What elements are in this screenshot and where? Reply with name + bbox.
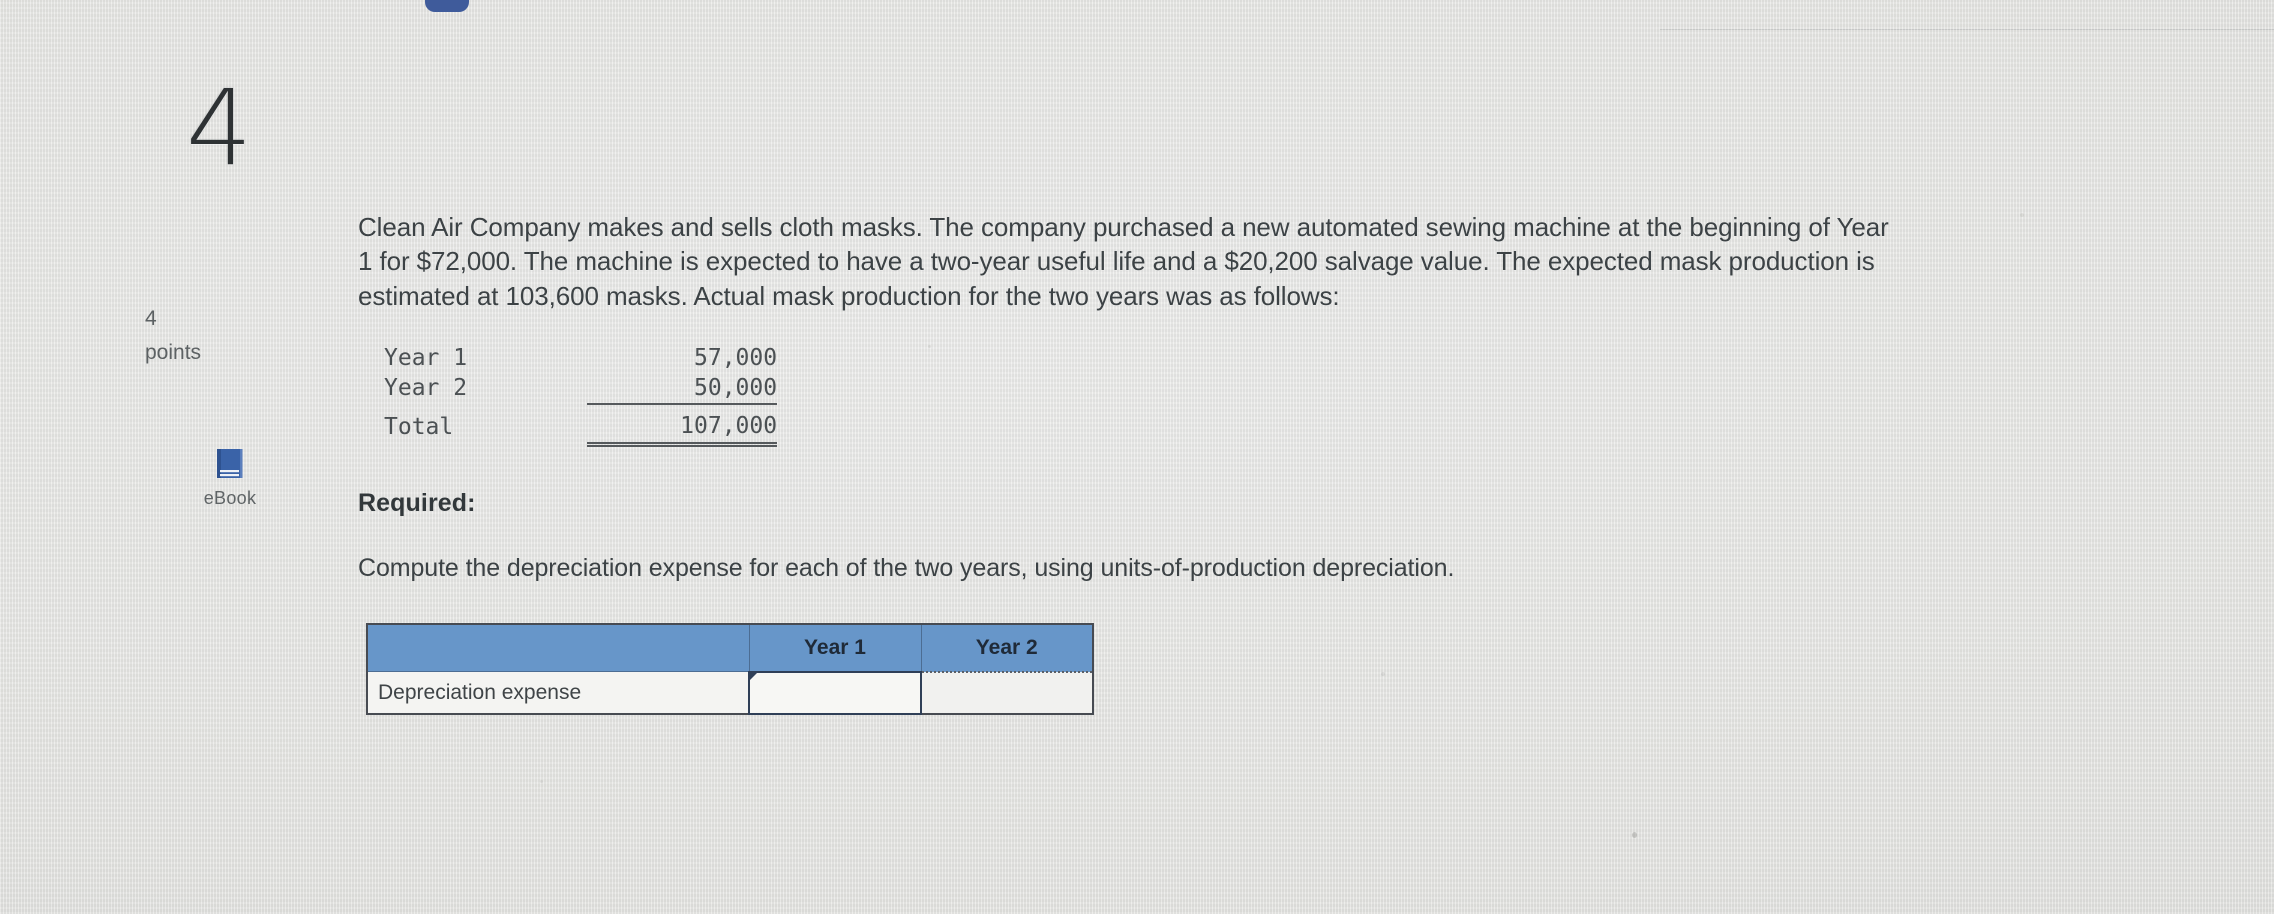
question-prompt: Clean Air Company makes and sells cloth … (358, 212, 1889, 311)
required-heading: Required: (358, 488, 476, 517)
production-total-value: 107,000 (587, 403, 778, 447)
production-row-label: Year 2 (384, 375, 468, 402)
dust-speck (1632, 832, 1637, 838)
table-row: Year 2 50,000 (384, 372, 778, 405)
book-icon (217, 449, 243, 478)
table-row-total: Total 107,000 (384, 403, 778, 447)
answer-grid-header-year2: Year 2 (920, 623, 1094, 673)
production-table: Year 1 57,000 Year 2 50,000 Total 107,00… (384, 343, 778, 447)
answer-grid-header-row: Year 1 Year 2 (366, 623, 1094, 673)
question-number-box: 4 (148, 34, 310, 240)
dust-speck (540, 780, 543, 783)
dust-speck (1381, 672, 1385, 676)
dust-speck (2020, 213, 2024, 217)
answer-grid-header-blank (366, 623, 750, 673)
instruction-text: Compute the depreciation expense for eac… (358, 553, 1455, 582)
production-total-label: Total (384, 414, 454, 441)
points-value: 4 (145, 307, 157, 330)
production-row-label: Year 1 (384, 344, 468, 371)
faint-horizontal-rule (1660, 29, 2274, 30)
answer-grid[interactable]: Year 1 Year 2 Depreciation expense (366, 622, 1094, 715)
ebook-label: eBook (203, 488, 257, 508)
top-tab-indicator[interactable] (425, 0, 469, 12)
points-block: 4 points (145, 302, 201, 370)
answer-cell-year1[interactable] (748, 670, 922, 715)
question-number: 4 (186, 67, 252, 189)
table-row: Year 1 57,000 (384, 343, 777, 373)
question-content: Clean Air Company makes and sells cloth … (358, 210, 1918, 715)
answer-grid-row-label: Depreciation expense (366, 671, 750, 715)
ebook-button[interactable]: eBook (190, 444, 270, 509)
answer-grid-header-year1: Year 1 (748, 623, 922, 673)
dust-speck (928, 345, 931, 348)
answer-cell-year2[interactable] (920, 670, 1094, 715)
answer-grid-row: Depreciation expense (366, 670, 1094, 715)
points-label: points (145, 341, 202, 364)
question-sidebar: 4 4 points eBook (145, 34, 310, 508)
production-row-value: 57,000 (694, 344, 778, 371)
production-row-value: 50,000 (587, 372, 778, 405)
